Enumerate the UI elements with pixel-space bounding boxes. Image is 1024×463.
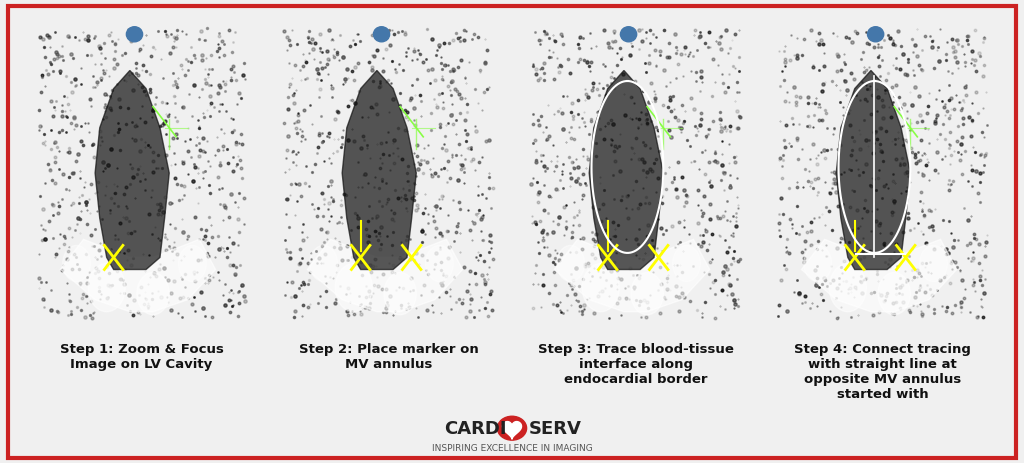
Circle shape xyxy=(557,246,585,282)
Circle shape xyxy=(631,273,664,315)
Polygon shape xyxy=(95,71,169,270)
Polygon shape xyxy=(554,240,710,312)
Circle shape xyxy=(335,264,373,312)
Text: Step 1: Zoom & Focus
Image on LV Cavity: Step 1: Zoom & Focus Image on LV Cavity xyxy=(59,343,223,370)
Circle shape xyxy=(309,246,338,282)
Circle shape xyxy=(920,246,947,282)
Circle shape xyxy=(583,264,620,312)
Polygon shape xyxy=(503,422,521,439)
Text: Step 2: Place marker on
MV annulus: Step 2: Place marker on MV annulus xyxy=(299,343,478,370)
Polygon shape xyxy=(589,71,664,270)
Polygon shape xyxy=(342,71,417,270)
Ellipse shape xyxy=(867,28,884,43)
Circle shape xyxy=(804,246,831,282)
Text: CARDI: CARDI xyxy=(444,419,507,437)
Circle shape xyxy=(426,246,454,282)
Polygon shape xyxy=(60,240,216,312)
Circle shape xyxy=(137,273,169,315)
Polygon shape xyxy=(837,71,910,270)
Ellipse shape xyxy=(621,28,637,43)
Text: SERV: SERV xyxy=(528,419,582,437)
Circle shape xyxy=(673,246,700,282)
Ellipse shape xyxy=(374,28,390,43)
Circle shape xyxy=(878,273,910,315)
Circle shape xyxy=(384,273,417,315)
Text: Step 3: Trace blood-tissue
interface along
endocardial border: Step 3: Trace blood-tissue interface alo… xyxy=(538,343,733,386)
Circle shape xyxy=(88,264,125,312)
Text: INSPIRING EXCELLENCE IN IMAGING: INSPIRING EXCELLENCE IN IMAGING xyxy=(432,443,592,452)
Ellipse shape xyxy=(126,28,142,43)
Circle shape xyxy=(62,246,90,282)
Circle shape xyxy=(829,264,866,312)
Polygon shape xyxy=(307,240,463,312)
Text: Step 4: Connect tracing
with straight line at
opposite MV annulus
started with: Step 4: Connect tracing with straight li… xyxy=(795,343,971,400)
Polygon shape xyxy=(802,240,956,312)
Circle shape xyxy=(498,416,526,440)
Circle shape xyxy=(178,246,206,282)
